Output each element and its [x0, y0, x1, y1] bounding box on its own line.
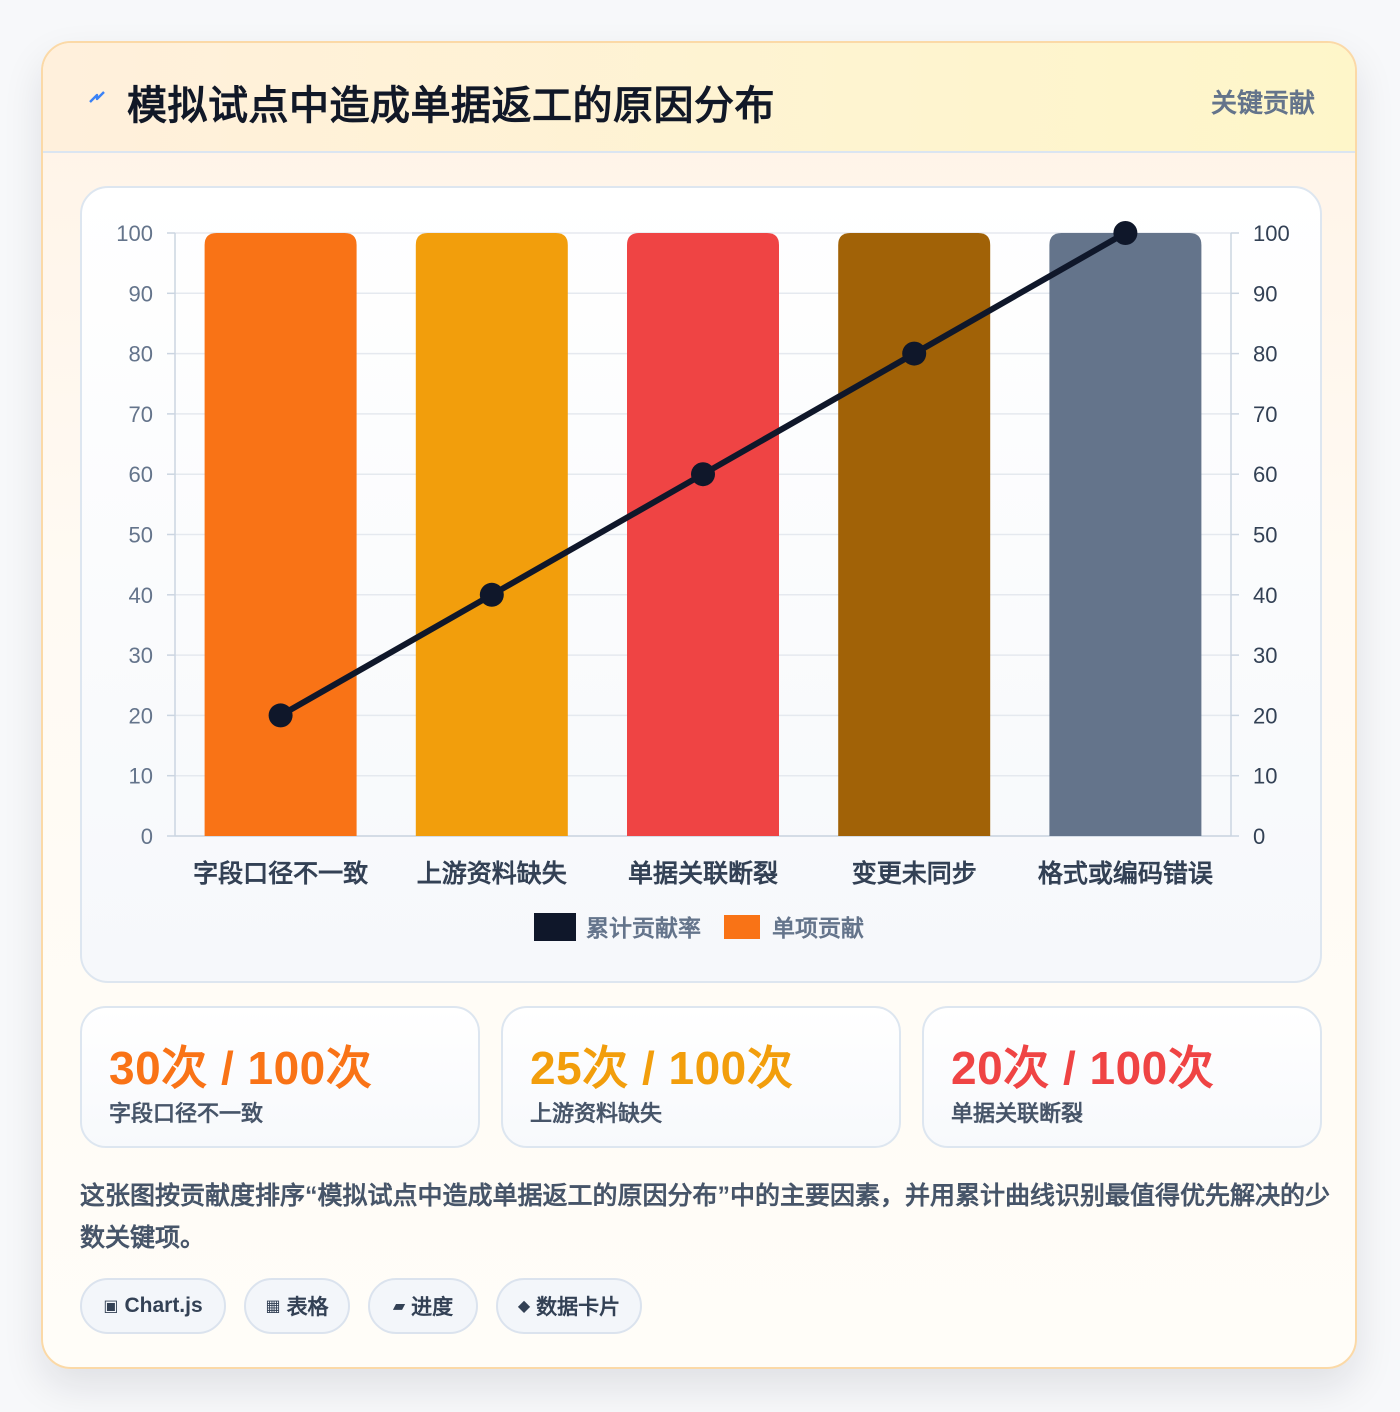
x-tick-label: 格式或编码错误 — [1038, 859, 1214, 888]
progress-icon: ▰ — [392, 1298, 406, 1315]
card-header: 模拟试点中造成单据返工的原因分布 关键贡献 — [43, 43, 1355, 153]
y-right-tick-label: 60 — [1253, 462, 1277, 487]
line-point — [479, 582, 504, 607]
y-left-tick-label: 80 — [129, 342, 153, 367]
kpi-card: 20次 / 100次 单据关联断裂 — [922, 1006, 1322, 1148]
kpi-label: 单据关联断裂 — [951, 1101, 1084, 1126]
bar — [1049, 233, 1202, 836]
kpi-label: 字段口径不一致 — [109, 1101, 264, 1126]
y-left-tick-label: 10 — [129, 764, 153, 789]
chip-label: 数据卡片 — [536, 1296, 621, 1319]
y-right-tick-label: 30 — [1253, 643, 1277, 668]
x-tick-label: 字段口径不一致 — [193, 859, 369, 888]
y-left-tick-label: 60 — [129, 462, 153, 487]
y-right-tick-label: 100 — [1253, 221, 1290, 246]
kpi-value: 20次 / 100次 — [951, 1042, 1215, 1094]
chip-label: Chart.js — [124, 1294, 203, 1317]
kpi-card: 30次 / 100次 字段口径不一致 — [80, 1006, 480, 1148]
y-right-tick-label: 40 — [1253, 583, 1277, 608]
y-left-tick-label: 90 — [129, 281, 153, 306]
line-point — [1113, 221, 1138, 245]
y-left-tick-label: 70 — [129, 402, 153, 427]
y-left-tick-label: 40 — [129, 583, 153, 608]
line-point — [691, 462, 715, 487]
line-point — [268, 703, 293, 728]
x-tick-label: 变更未同步 — [852, 859, 977, 888]
chip-label: 进度 — [411, 1296, 454, 1319]
kpi-value: 25次 / 100次 — [530, 1042, 794, 1094]
page-title: 模拟试点中造成单据返工的原因分布 — [127, 84, 775, 128]
kpi-value: 30次 / 100次 — [109, 1042, 373, 1094]
y-left-tick-label: 0 — [141, 824, 153, 849]
bar — [627, 233, 779, 836]
y-left-tick-label: 30 — [129, 643, 153, 668]
y-left-tick-label: 100 — [116, 221, 153, 246]
line-point — [902, 341, 927, 366]
chip-progress[interactable]: ▰ 进度 — [368, 1278, 478, 1334]
kpi-card: 25次 / 100次 上游资料缺失 — [501, 1006, 901, 1148]
bar — [204, 233, 357, 836]
kpi-label: 上游资料缺失 — [530, 1101, 663, 1126]
report-card: 模拟试点中造成单据返工的原因分布 关键贡献 0 10 20 30 40 50 60 70 80 9… — [41, 41, 1357, 1369]
y-right-tick-label: 70 — [1253, 402, 1277, 427]
x-tick-label: 上游资料缺失 — [417, 859, 568, 888]
y-right-tick-label: 0 — [1253, 824, 1265, 849]
bar — [415, 233, 568, 836]
legend-label: 单项贡献 — [772, 915, 864, 941]
chip-data-card[interactable]: ◆ 数据卡片 — [496, 1278, 642, 1334]
legend-swatch — [724, 915, 760, 939]
y-right-tick-label: 90 — [1253, 281, 1277, 306]
y-right-tick-label: 20 — [1253, 703, 1277, 728]
y-right-tick-label: 50 — [1253, 523, 1277, 548]
bar — [838, 233, 991, 836]
chip-table[interactable]: ▦ 表格 — [244, 1278, 350, 1334]
chip-chartjs[interactable]: ▣ Chart.js — [80, 1278, 226, 1334]
table-icon: ▦ — [265, 1298, 281, 1315]
y-left-tick-label: 50 — [129, 523, 153, 548]
y-right-tick-label: 80 — [1253, 342, 1277, 367]
legend-swatch — [534, 913, 576, 941]
lightning-icon — [89, 91, 105, 103]
chip-label: 表格 — [286, 1296, 329, 1319]
header-badge: 关键贡献 — [1210, 88, 1315, 118]
legend-label: 累计贡献率 — [586, 915, 701, 941]
y-left-tick-label: 20 — [129, 703, 153, 728]
x-tick-label: 单据关联断裂 — [628, 859, 778, 888]
y-right-tick-label: 10 — [1253, 764, 1277, 789]
chart-icon: ▣ — [103, 1298, 119, 1315]
diamond-icon: ◆ — [517, 1298, 531, 1315]
chart-description: 这张图按贡献度排序“模拟试点中造成单据返工的原因分布”中的主要因素，并用累计曲线… — [80, 1182, 1331, 1252]
pareto-chart: 0 10 20 30 40 50 60 70 80 90 100 0 10 20 30 40 50 60 70 80 9… — [116, 221, 1290, 941]
chart-container: 0 10 20 30 40 50 60 70 80 90 100 0 10 20 30 40 50 60 70 80 9… — [80, 186, 1322, 983]
